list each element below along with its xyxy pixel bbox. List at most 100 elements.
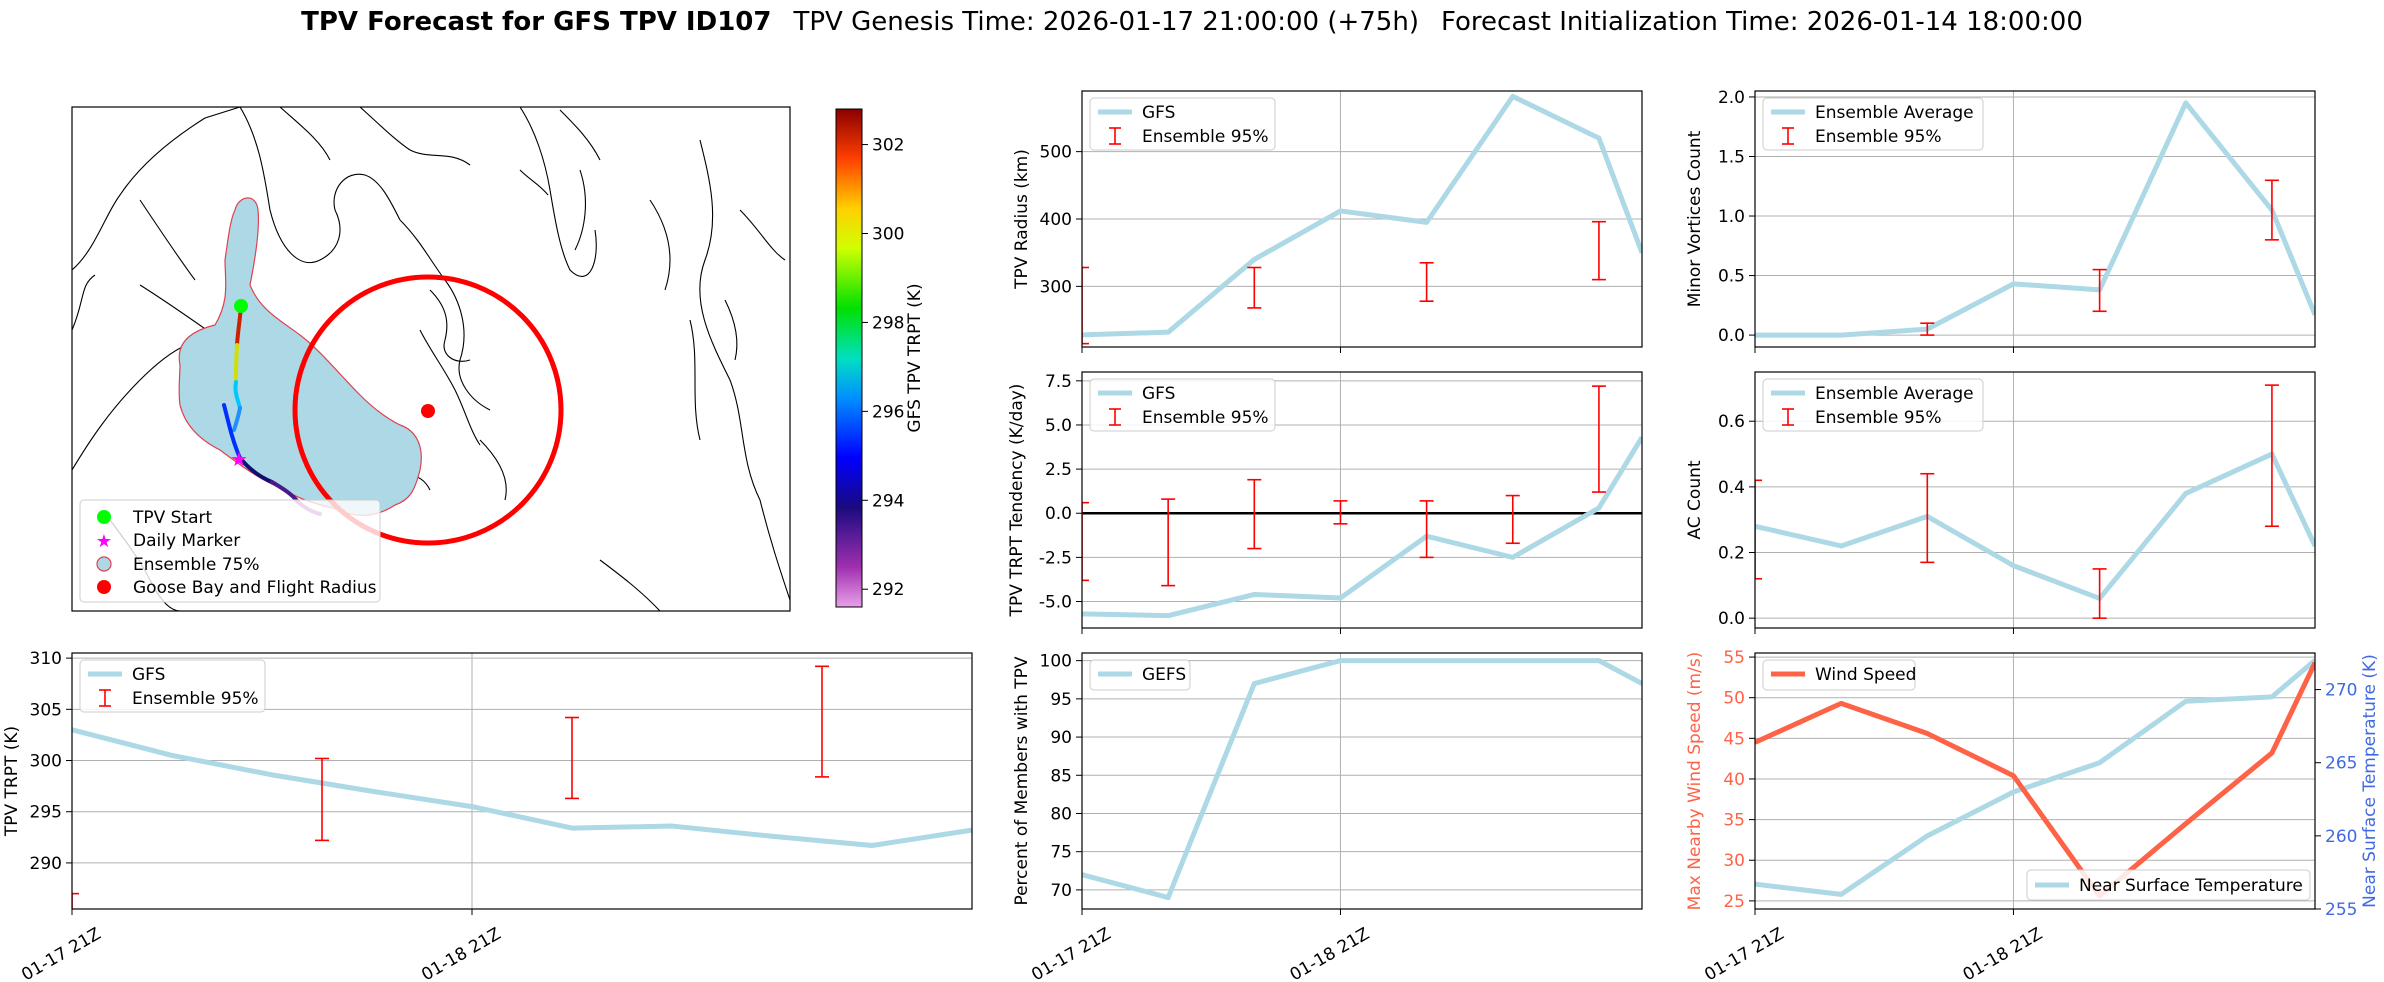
series-line — [72, 727, 972, 849]
x-axis: 01-17 21Z 01-18 21Z — [1028, 909, 1373, 982]
y-tick-label: 45 — [1723, 729, 1745, 749]
colorbar-tick-label: 302 — [872, 136, 904, 156]
y-tick-label: 40 — [1723, 770, 1745, 790]
y-tick-label: 0.0 — [1718, 326, 1745, 346]
y2-tick-label: 270 — [2325, 681, 2357, 701]
ensemble-errorbar — [565, 716, 579, 800]
ensemble-errorbar — [1082, 266, 1089, 345]
y-tick-label: 35 — [1723, 811, 1745, 831]
legend-goose-bay-icon — [97, 580, 111, 594]
y-tick-label: 305 — [30, 700, 62, 720]
ensemble-errorbar — [815, 665, 829, 778]
y-tick-label: 500 — [1040, 143, 1072, 163]
y2-tick-label: 260 — [2325, 827, 2357, 847]
flight-radius-circle — [292, 274, 564, 546]
map-legend: TPV Start ★ Daily Marker Ensemble 75% Go… — [79, 499, 381, 603]
y-tick-label: 75 — [1050, 843, 1072, 863]
y-axis: 300 400 500 TPV Radius (km) — [1012, 143, 1082, 297]
legend-daily-marker-icon: ★ — [96, 531, 112, 552]
y-tick-label: 0.0 — [1045, 504, 1072, 524]
x-tick-label: 01-18 21Z — [1960, 924, 2046, 982]
legend-ensemble-name: Ensemble 95% — [1142, 127, 1269, 147]
y-tick-label: 50 — [1723, 689, 1745, 709]
ensemble-errorbar — [2264, 179, 2279, 241]
colorbar: 302 300 298 296 294 292 GFS TPV TRPT (K) — [835, 108, 925, 608]
legend-secondary: Near Surface Temperature — [2026, 869, 2311, 901]
panel-minor: 0.0 0.5 1.0 1.5 2.0 Minor Vortices Count Ensem… — [1685, 88, 2316, 353]
legend-series-name: GFS — [1142, 384, 1175, 404]
panel-wind: 255 260 265 270 Near Surface Temperature (K)… — [1685, 648, 2380, 982]
ensemble-errorbars — [1082, 220, 1606, 345]
ensemble-errorbar — [2264, 384, 2279, 528]
legend-series-name: Wind Speed — [1815, 665, 1916, 685]
axes-frame — [1754, 652, 2316, 910]
y-tick-label: -5.0 — [1039, 593, 1072, 613]
legend: Wind Speed — [1762, 659, 1916, 691]
colorbar-tick-label: 292 — [872, 580, 904, 600]
y-axis: -5.0 -2.5 0.0 2.5 5.0 7.5 TPV TRPT Tendency (K… — [1007, 372, 1082, 618]
title-bold: TPV Forecast for GFS TPV ID107 — [301, 7, 771, 37]
legend-series-name: Ensemble Average — [1815, 103, 1974, 123]
y2-axis-label: Near Surface Temperature (K) — [2360, 654, 2380, 908]
ensemble-errorbar — [1591, 385, 1606, 493]
panel-members: 70 75 80 85 90 95 100 Percent of Members with T… — [1012, 652, 1643, 982]
legend-series-name: GFS — [132, 665, 165, 685]
figure-title: TPV Forecast for GFS TPV ID107 TPV Genesi… — [301, 7, 2083, 37]
y-tick-label: 2.5 — [1045, 460, 1072, 480]
series-near-surface-temperature — [1755, 658, 2315, 897]
right-axis: 255 260 265 270 Near Surface Temperature (K) — [2315, 654, 2380, 920]
legend: Ensemble Average Ensemble 95% — [1762, 378, 1984, 432]
y-tick-label: -2.5 — [1039, 548, 1072, 568]
legend-series-name: Near Surface Temperature — [2079, 876, 2303, 896]
axes-frame — [1754, 90, 2316, 348]
legend-errorbar-swatch — [99, 689, 111, 707]
legend-series-name: GEFS — [1142, 665, 1186, 685]
y-tick-label: 85 — [1050, 766, 1072, 786]
legend-ensemble-name: Ensemble 95% — [1815, 127, 1942, 147]
legend-ensemble-name: Ensemble 95% — [132, 689, 259, 709]
ensemble-errorbars — [72, 665, 829, 909]
ensemble-errorbar — [2092, 568, 2107, 619]
y-axis-label: AC Count — [1685, 460, 1705, 539]
colorbar-tick-label: 294 — [872, 491, 904, 511]
y-tick-label: 0.0 — [1718, 609, 1745, 629]
y-tick-label: 1.5 — [1718, 147, 1745, 167]
y-tick-label: 1.0 — [1718, 207, 1745, 227]
ensemble-errorbar — [1161, 498, 1176, 587]
y-axis-label: Minor Vortices Count — [1685, 130, 1705, 307]
y-axis: 0.0 0.5 1.0 1.5 2.0 Minor Vortices Count — [1685, 88, 1755, 346]
legend: GFS Ensemble 95% — [1089, 97, 1276, 151]
ensemble-errorbar — [1920, 322, 1935, 336]
y-tick-label: 7.5 — [1045, 372, 1072, 392]
y-tick-label: 2.0 — [1718, 88, 1745, 108]
ensemble-errorbar — [1247, 266, 1262, 309]
ensemble-errorbars — [1920, 179, 2279, 336]
legend-daily-marker: Daily Marker — [133, 531, 240, 551]
legend-tpv-start-icon — [97, 510, 111, 524]
ensemble-errorbar — [1755, 479, 1762, 580]
plot-area — [1755, 384, 2315, 619]
x-tick-label: 01-17 21Z — [1028, 924, 1114, 982]
legend-errorbar-swatch — [1109, 408, 1121, 426]
daily-marker-star: ★ — [230, 447, 248, 471]
y-axis-label: TPV TRPT Tendency (K/day) — [1007, 384, 1027, 618]
map-panel: ★ TPV Start ★ Daily Marker Ensemble 75% … — [71, 106, 925, 612]
axes-frame — [1081, 371, 1643, 629]
colorbar-label: GFS TPV TRPT (K) — [905, 283, 925, 432]
legend-errorbar-swatch — [1782, 127, 1794, 145]
y-tick-label: 300 — [30, 752, 62, 772]
legend-ensemble-name: Ensemble 95% — [1142, 408, 1269, 428]
x-tick-label: 01-17 21Z — [18, 924, 104, 982]
plot-area — [1755, 100, 2315, 338]
colorbar-ticks: 302 300 298 296 294 292 — [862, 136, 904, 600]
plot-area — [1082, 385, 1642, 619]
goose-bay-marker — [421, 404, 435, 418]
tpv-start-marker — [234, 299, 248, 313]
ensemble-errorbar — [1082, 501, 1089, 582]
title-init: Forecast Initialization Time: 2026-01-14… — [1441, 7, 2083, 37]
colorbar-tick-label: 300 — [872, 225, 904, 245]
